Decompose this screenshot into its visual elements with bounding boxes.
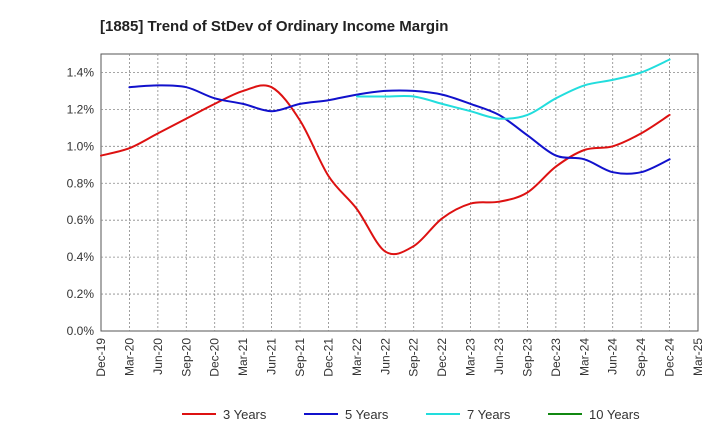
legend: 3 Years 5 Years 7 Years 10 Years xyxy=(182,407,640,422)
x-tick-label: Sep-22 xyxy=(407,338,421,377)
legend-label: 5 Years xyxy=(345,407,389,422)
x-tick-label: Sep-20 xyxy=(179,338,193,377)
series-line xyxy=(355,58,671,120)
x-tick-label: Dec-21 xyxy=(321,338,335,377)
y-tick-label: 0.2% xyxy=(67,287,95,301)
x-tick-label: Sep-21 xyxy=(293,338,307,377)
x-tick-label: Jun-22 xyxy=(378,338,392,375)
legend-label: 10 Years xyxy=(589,407,640,422)
y-tick-label: 1.4% xyxy=(67,65,95,79)
x-tick-label: Sep-23 xyxy=(520,338,534,377)
x-tick-label: Jun-20 xyxy=(151,338,165,375)
legend-label: 3 Years xyxy=(223,407,267,422)
x-tick-label: Dec-19 xyxy=(94,338,108,377)
y-axis-ticks: 0.0% 0.2% 0.4% 0.6% 0.8% 1.0% 1.2% 1.4% xyxy=(67,65,95,338)
x-tick-label: Dec-23 xyxy=(549,338,563,377)
x-tick-label: Mar-24 xyxy=(577,338,591,376)
y-tick-label: 0.0% xyxy=(67,324,95,338)
x-tick-label: Jun-24 xyxy=(606,338,620,375)
x-tick-label: Dec-22 xyxy=(435,338,449,377)
x-tick-label: Jun-23 xyxy=(492,338,506,375)
x-tick-label: Mar-22 xyxy=(350,338,364,376)
x-tick-label: Mar-21 xyxy=(236,338,250,376)
x-axis-ticks: Dec-19 Mar-20 Jun-20 Sep-20 Dec-20 Mar-21 Jun-… xyxy=(94,338,705,377)
x-tick-label: Mar-25 xyxy=(691,338,705,376)
x-tick-label: Sep-24 xyxy=(634,338,648,377)
y-tick-label: 1.0% xyxy=(67,139,95,153)
x-tick-label: Dec-20 xyxy=(208,338,222,377)
y-tick-label: 0.6% xyxy=(67,213,95,227)
y-tick-label: 1.2% xyxy=(67,102,95,116)
legend-label: 7 Years xyxy=(467,407,511,422)
x-tick-label: Dec-24 xyxy=(663,338,677,377)
series-line xyxy=(128,84,671,175)
series-line xyxy=(100,84,671,256)
series-lines xyxy=(100,58,671,256)
x-tick-label: Mar-23 xyxy=(464,338,478,376)
x-tick-label: Jun-21 xyxy=(265,338,279,375)
x-tick-label: Mar-20 xyxy=(122,338,136,376)
chart-title: [1885] Trend of StDev of Ordinary Income… xyxy=(100,18,448,35)
y-tick-label: 0.8% xyxy=(67,176,95,190)
plot-area xyxy=(100,53,699,332)
grid-lines xyxy=(101,54,698,331)
y-tick-label: 0.4% xyxy=(67,250,95,264)
